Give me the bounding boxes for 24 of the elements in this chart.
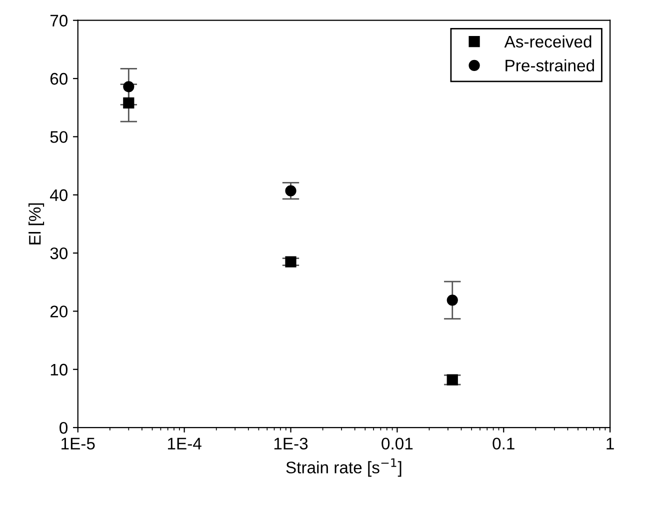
point	[446, 374, 458, 386]
x-tick-label: 1E-3	[274, 438, 308, 450]
y-tick-label: 60	[50, 72, 68, 85]
y-tick-label: 0	[60, 422, 68, 434]
y-tick-label: 50	[50, 131, 68, 143]
y-tick-label: 70	[50, 14, 68, 27]
point	[285, 185, 296, 196]
point	[123, 81, 134, 92]
x-tick-label: 0.1	[492, 438, 514, 450]
x-tick-label: 0.01	[382, 438, 413, 450]
y-tick-label: 40	[50, 189, 68, 202]
point	[446, 294, 458, 306]
y-tick-label: 30	[50, 247, 68, 260]
x-tick-label: 1E-4	[168, 438, 202, 450]
y-tick-label: 20	[50, 306, 68, 318]
legend-label: As-received	[504, 35, 592, 48]
x-tick-label: 1E-5	[62, 438, 95, 450]
legend-label: Pre-strained	[506, 59, 594, 72]
y-axis-title: El [%]	[28, 203, 44, 244]
point	[123, 97, 134, 109]
point	[285, 256, 296, 268]
y-tick-label: 10	[50, 364, 68, 376]
x-tick-label: 1	[606, 438, 614, 450]
x-axis-title: Strain rate [s$^{−1}$]	[286, 458, 402, 477]
